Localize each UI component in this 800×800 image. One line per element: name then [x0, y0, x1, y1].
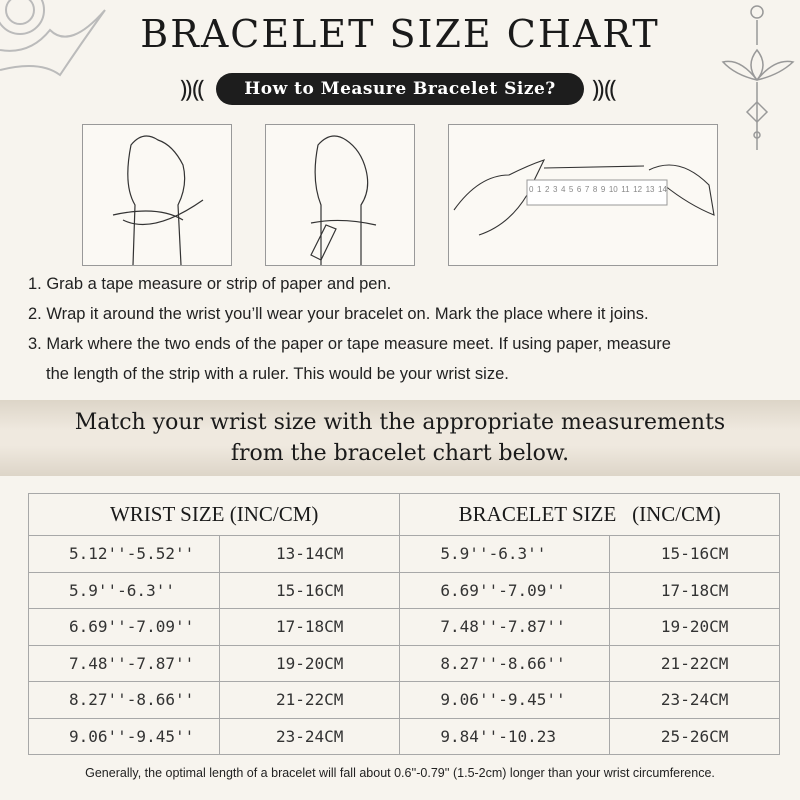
step-3-cont: the length of the strip with a ruler. Th…	[46, 365, 509, 383]
step-3: 3. Mark where the two ends of the paper …	[28, 335, 671, 353]
ruler-tick: 4	[560, 185, 566, 194]
table-row: 7.48''-7.87'' 19-20CM 8.27''-8.66'' 21-22CM	[28, 644, 780, 682]
table-row: 9.06''-9.45'' 23-24CM 9.84''-10.23 25-26CM	[28, 717, 780, 755]
ruler-tick: 8	[592, 185, 598, 194]
ruler-numbers: 0 1 2 3 4 5 6 7 8 9 10 11 12 13 14	[529, 185, 667, 194]
ruler-tick: 14	[658, 185, 667, 194]
ruler-tick: 13	[645, 185, 655, 194]
hand-wrap-icon	[112, 135, 204, 266]
table-row: 6.69''-7.09'' 17-18CM 7.48''-7.87'' 19-20CM	[28, 608, 780, 646]
ruler-tick: 7	[584, 185, 590, 194]
illustration-wrap-wrist	[82, 124, 232, 266]
table-cell: 25-26CM	[609, 717, 780, 755]
header-bracelet-size: BRACELET SIZE (INC/CM)	[399, 493, 780, 536]
ruler-tick: 0	[529, 185, 534, 194]
mandala-decoration	[0, 0, 106, 77]
table-row: 5.12''-5.52'' 13-14CM 5.9''-6.3'' 15-16CM	[28, 535, 780, 573]
illustration-ruler: 0 1 2 3 4 5 6 7 8 9 10 11 12 13 14	[448, 124, 718, 266]
table-cell: 9.06''-9.45''	[399, 681, 611, 719]
table-cell: 5.9''-6.3''	[28, 571, 220, 609]
size-table: WRIST SIZE (INC/CM) BRACELET SIZE (INC/C…	[27, 493, 780, 755]
subtitle-pill: How to Measure Bracelet Size?	[216, 73, 584, 105]
table-cell: 6.69''-7.09''	[28, 608, 220, 646]
table-header: WRIST SIZE (INC/CM) BRACELET SIZE (INC/C…	[27, 493, 780, 536]
table-cell: 13-14CM	[218, 535, 401, 573]
table-cell: 15-16CM	[218, 571, 401, 609]
table-cell: 19-20CM	[218, 644, 401, 682]
ruler-tick: 11	[621, 185, 630, 194]
table-cell: 9.06''-9.45''	[28, 717, 220, 755]
swirl-right-icon: ⸩⸨	[592, 76, 617, 103]
table-cell: 7.48''-7.87''	[28, 644, 220, 682]
table-cell: 8.27''-8.66''	[28, 681, 220, 719]
table-cell: 23-24CM	[609, 681, 780, 719]
table-cell: 21-22CM	[609, 644, 780, 682]
illustration-mark-join	[265, 124, 415, 266]
table-cell: 15-16CM	[609, 535, 780, 573]
ruler-tick: 12	[633, 185, 643, 194]
table-cell: 17-18CM	[218, 608, 401, 646]
ruler-tick: 6	[576, 185, 582, 194]
table-cell: 21-22CM	[218, 681, 401, 719]
swirl-left-icon: ⸩⸨	[180, 76, 205, 103]
ruler-tick: 2	[544, 185, 550, 194]
page-title: BRACELET SIZE CHART	[140, 12, 660, 56]
ruler-tick: 9	[600, 185, 606, 194]
header-wrist-size: WRIST SIZE (INC/CM)	[27, 493, 401, 536]
band-line-1: Match your wrist size with the appropria…	[74, 410, 726, 435]
footnote: Generally, the optimal length of a brace…	[85, 766, 715, 780]
table-cell: 9.84''-10.23	[399, 717, 611, 755]
table-cell: 19-20CM	[609, 608, 780, 646]
instruction-band: Match your wrist size with the appropria…	[0, 400, 800, 476]
table-cell: 5.9''-6.3''	[399, 535, 611, 573]
lotus-decoration	[721, 5, 795, 150]
table-cell: 7.48''-7.87''	[399, 608, 611, 646]
table-cell: 17-18CM	[609, 571, 780, 609]
hand-mark-icon	[310, 135, 377, 265]
table-cell: 8.27''-8.66''	[399, 644, 611, 682]
ruler-tick: 5	[568, 185, 574, 194]
table-row: 8.27''-8.66'' 21-22CM 9.06''-9.45'' 23-24CM	[28, 681, 780, 719]
ruler-tick: 10	[608, 185, 618, 194]
step-1: 1. Grab a tape measure or strip of paper…	[28, 275, 392, 293]
step-2: 2. Wrap it around the wrist you’ll wear …	[28, 305, 649, 323]
ruler-measure-icon	[453, 159, 715, 236]
table-cell: 23-24CM	[218, 717, 401, 755]
table-cell: 6.69''-7.09''	[399, 571, 611, 609]
ruler-tick: 3	[552, 185, 558, 194]
band-line-2: from the bracelet chart below.	[230, 441, 570, 466]
table-row: 5.9''-6.3'' 15-16CM 6.69''-7.09'' 17-18CM	[28, 571, 780, 609]
ruler-tick: 1	[536, 185, 542, 194]
table-cell: 5.12''-5.52''	[28, 535, 220, 573]
